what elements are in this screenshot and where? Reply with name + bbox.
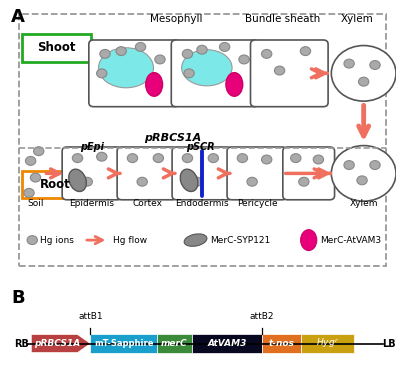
Text: merC: merC	[161, 339, 188, 348]
Circle shape	[262, 49, 272, 58]
Circle shape	[220, 42, 230, 51]
Circle shape	[331, 46, 396, 101]
Text: $\mathit{Hyg^r}$: $\mathit{Hyg^r}$	[316, 337, 339, 350]
Circle shape	[116, 47, 126, 56]
Circle shape	[274, 66, 285, 75]
Text: MerC-AtVAM3: MerC-AtVAM3	[320, 235, 381, 245]
Text: attB1: attB1	[78, 312, 103, 321]
Circle shape	[26, 156, 36, 165]
Text: pRBCS1A: pRBCS1A	[34, 339, 81, 348]
Text: pSCR: pSCR	[186, 142, 215, 152]
Text: A: A	[11, 8, 25, 26]
Text: Soil: Soil	[27, 199, 44, 208]
FancyBboxPatch shape	[117, 147, 177, 200]
Ellipse shape	[226, 73, 243, 96]
Ellipse shape	[69, 169, 86, 191]
Text: Hygr: Hygr	[0, 385, 1, 386]
Text: Mesophyll: Mesophyll	[150, 14, 202, 24]
Circle shape	[30, 173, 41, 182]
Text: LB: LB	[382, 339, 396, 349]
Circle shape	[290, 154, 301, 163]
Circle shape	[262, 155, 272, 164]
Bar	[262, 335, 301, 352]
Circle shape	[370, 61, 380, 69]
FancyBboxPatch shape	[172, 147, 232, 200]
FancyBboxPatch shape	[62, 147, 122, 200]
Text: Pericycle: Pericycle	[237, 199, 277, 208]
Circle shape	[313, 155, 324, 164]
Circle shape	[82, 177, 92, 186]
FancyBboxPatch shape	[89, 40, 179, 107]
Circle shape	[197, 45, 207, 54]
Text: Endodermis: Endodermis	[175, 199, 229, 208]
Text: t-nos: t-nos	[268, 339, 294, 348]
Text: Root: Root	[40, 178, 71, 191]
Circle shape	[300, 47, 311, 56]
FancyBboxPatch shape	[250, 40, 328, 107]
Text: Xylem: Xylem	[341, 14, 374, 24]
Circle shape	[153, 154, 164, 163]
Text: pRBCS1A: pRBCS1A	[144, 133, 202, 143]
Text: pEpi: pEpi	[80, 142, 104, 152]
Bar	[157, 335, 192, 352]
Circle shape	[96, 69, 107, 78]
Ellipse shape	[180, 169, 198, 191]
Circle shape	[182, 154, 193, 163]
Circle shape	[100, 49, 110, 58]
FancyBboxPatch shape	[171, 40, 258, 107]
Circle shape	[72, 154, 83, 163]
Circle shape	[344, 161, 354, 169]
Circle shape	[331, 146, 396, 201]
Circle shape	[27, 235, 38, 245]
Text: Hg flow: Hg flow	[113, 235, 147, 245]
Circle shape	[135, 42, 146, 51]
Text: Epidermis: Epidermis	[70, 199, 114, 208]
Circle shape	[184, 69, 194, 78]
Ellipse shape	[184, 234, 207, 246]
Ellipse shape	[182, 50, 232, 86]
Circle shape	[192, 177, 202, 186]
Bar	[192, 335, 262, 352]
Bar	[90, 335, 157, 352]
Text: Bundle sheath: Bundle sheath	[245, 14, 320, 24]
Text: RB: RB	[14, 339, 29, 349]
Text: Hg ions: Hg ions	[40, 235, 74, 245]
Text: MerC-SYP121: MerC-SYP121	[210, 235, 270, 245]
Circle shape	[182, 49, 193, 58]
Circle shape	[137, 177, 147, 186]
Text: Cortex: Cortex	[132, 199, 162, 208]
Circle shape	[208, 154, 218, 163]
Circle shape	[34, 147, 44, 156]
Text: Shoot: Shoot	[37, 41, 76, 54]
Circle shape	[370, 161, 380, 169]
FancyBboxPatch shape	[227, 147, 287, 200]
Text: Xylem: Xylem	[350, 199, 378, 208]
Circle shape	[358, 77, 369, 86]
Ellipse shape	[301, 230, 317, 251]
Circle shape	[344, 59, 354, 68]
Circle shape	[299, 177, 309, 186]
Circle shape	[237, 154, 248, 163]
Circle shape	[127, 154, 138, 163]
Text: B: B	[11, 289, 25, 307]
FancyBboxPatch shape	[283, 147, 334, 200]
Circle shape	[247, 177, 257, 186]
Polygon shape	[31, 335, 90, 352]
Text: AtVAM3: AtVAM3	[207, 339, 247, 348]
Circle shape	[24, 188, 34, 197]
Bar	[301, 335, 354, 352]
Ellipse shape	[98, 48, 154, 88]
Text: mT-Sapphire: mT-Sapphire	[94, 339, 153, 348]
Circle shape	[357, 176, 367, 185]
Circle shape	[239, 55, 249, 64]
Circle shape	[96, 152, 107, 161]
Circle shape	[155, 55, 165, 64]
Ellipse shape	[146, 73, 162, 96]
Text: attB2: attB2	[250, 312, 274, 321]
